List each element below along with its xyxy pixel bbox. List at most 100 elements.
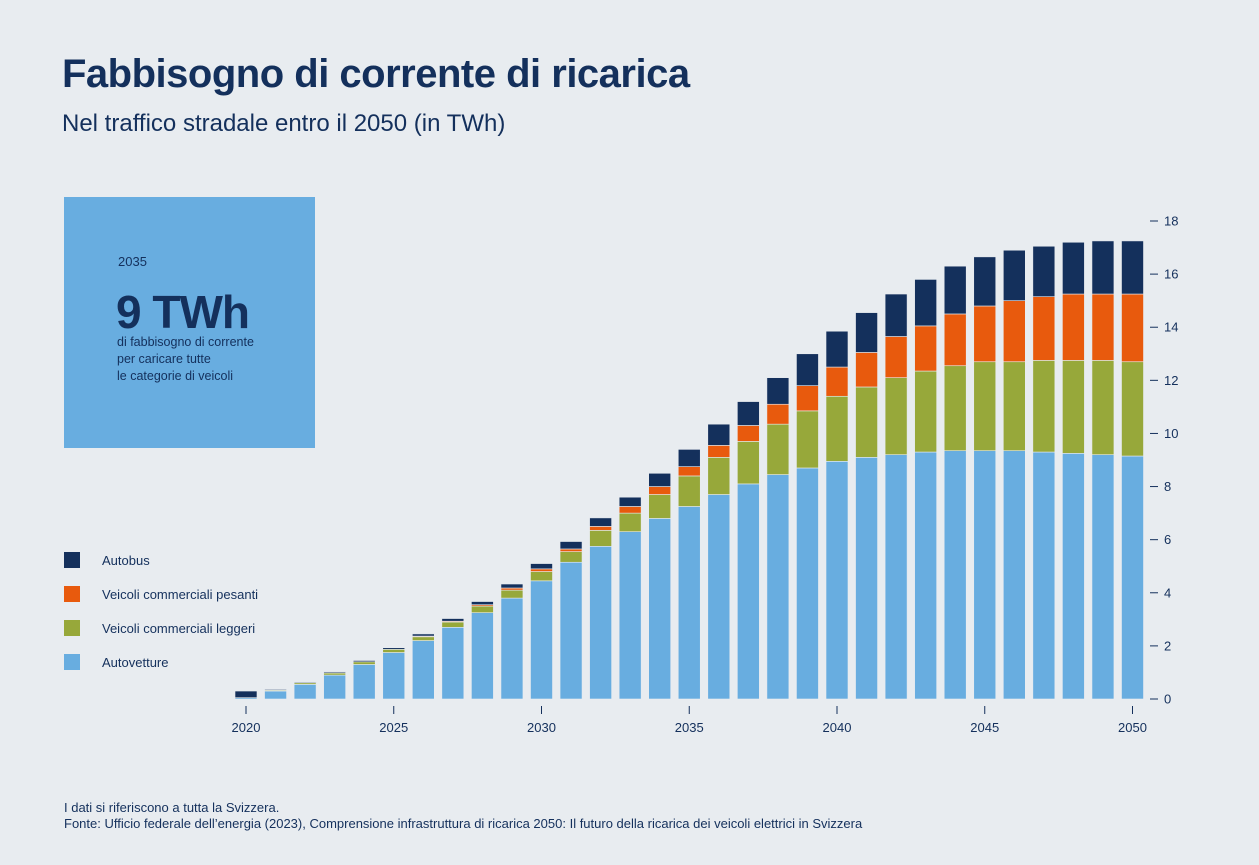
bar-segment	[855, 312, 878, 353]
y-tick-label: 6	[1164, 532, 1171, 547]
bar-segment	[855, 352, 878, 388]
x-tick-label: 2040	[823, 720, 852, 735]
bar-segment	[500, 597, 524, 700]
bar-segment	[1002, 249, 1026, 301]
bar-segment	[471, 601, 494, 606]
bar-segment	[973, 450, 997, 700]
callout-value: 9 TWh	[116, 286, 250, 338]
bar-segment	[589, 546, 612, 700]
bar-segment	[943, 313, 967, 367]
bar-segment	[973, 305, 997, 363]
bar-segment	[323, 674, 346, 700]
bar-segment	[1062, 360, 1085, 454]
bar-segment	[1002, 450, 1026, 700]
bar-segment	[1032, 245, 1056, 297]
y-tick-label: 14	[1164, 320, 1178, 335]
bar-segment	[559, 548, 583, 552]
y-tick-label: 0	[1164, 692, 1171, 707]
x-tick-label: 2045	[970, 720, 999, 735]
y-tick-label: 12	[1164, 373, 1178, 388]
y-tick-label: 16	[1164, 267, 1178, 282]
bar-segment	[707, 445, 731, 458]
callout-text-line: le categorie di veicoli	[117, 369, 234, 383]
footnote: I dati si riferiscono a tutta la Svizzer…	[64, 800, 862, 832]
bar-segment	[884, 454, 908, 700]
bar-segment	[825, 395, 849, 462]
bar-segment	[441, 621, 465, 628]
bar-segment	[264, 689, 287, 691]
x-tick-label: 2035	[675, 720, 704, 735]
y-tick-label: 2	[1164, 638, 1171, 653]
bar-segment	[855, 386, 878, 458]
bar-segment	[796, 410, 819, 469]
bar-segment	[1062, 453, 1085, 700]
bar-segment	[530, 580, 553, 700]
bar-segment	[914, 451, 937, 700]
bar-segment	[471, 605, 494, 613]
chart-subtitle: Nel traffico stradale entro il 2050 (in …	[62, 110, 506, 137]
bar-segment	[323, 671, 346, 674]
bar-segment	[293, 684, 317, 700]
legend-label: Veicoli commerciali leggeri	[102, 621, 256, 636]
bar-segment	[234, 690, 258, 698]
footnote-source: Fonte: Ufficio federale dell’energia (20…	[64, 816, 863, 831]
bar-segment	[943, 450, 967, 700]
x-tick-label: 2020	[232, 720, 261, 735]
legend-swatch	[64, 552, 80, 568]
chart-title: Fabbisogno di corrente di ricarica	[62, 52, 690, 96]
callout-text-line: di fabbisogno di corrente	[117, 335, 254, 349]
bar-segment	[973, 361, 997, 452]
legend-label: Veicoli commerciali pesanti	[102, 587, 259, 602]
legend-label: Autovetture	[102, 655, 169, 670]
bar-segment	[677, 506, 701, 700]
callout-year: 2035	[118, 254, 147, 269]
bar-segment	[559, 551, 583, 563]
bar-segment	[264, 690, 287, 700]
bar-segment	[1032, 360, 1056, 453]
bar-segment	[1121, 240, 1144, 295]
x-tick-label: 2025	[379, 720, 408, 735]
bar-segment	[1032, 451, 1056, 700]
bar-segment	[796, 467, 819, 700]
legend-label: Autobus	[102, 553, 150, 568]
bar-segment	[914, 370, 937, 453]
bar-segment	[1091, 240, 1115, 295]
bar-segment	[648, 472, 672, 487]
bar-segment	[648, 518, 672, 700]
bar-segment	[352, 660, 376, 663]
bar-segment	[471, 612, 494, 700]
bar-segment	[825, 330, 849, 368]
bar-segment	[677, 449, 701, 467]
bar-segment	[500, 583, 524, 589]
y-tick-label: 4	[1164, 585, 1171, 600]
bar-segment	[382, 649, 406, 653]
bar-segment	[737, 425, 760, 442]
bar-segment	[737, 441, 760, 485]
bar-segment	[323, 672, 346, 676]
bar-segment	[441, 618, 465, 622]
bar-segment	[1091, 293, 1115, 361]
bar-segment	[1032, 296, 1056, 361]
bar-segment	[352, 664, 376, 700]
bar-segment	[796, 353, 819, 386]
bar-segment	[943, 365, 967, 452]
bar-segment	[1091, 454, 1115, 700]
bar-segment	[973, 256, 997, 307]
bar-segment	[766, 377, 790, 405]
bar-segment	[559, 561, 583, 700]
bar-segment	[707, 423, 731, 446]
bar-segment	[618, 531, 642, 700]
bar-segment	[707, 457, 731, 495]
bar-segment	[825, 461, 849, 700]
bar-segment	[1002, 300, 1026, 363]
bar-segment	[589, 530, 612, 547]
bar-segment	[411, 633, 435, 637]
bar-segment	[411, 640, 435, 700]
bar-segment	[1121, 455, 1144, 700]
bar-segment	[884, 293, 908, 337]
bar-segment	[825, 366, 849, 397]
bar-segment	[737, 401, 760, 426]
bar-segment	[766, 423, 790, 475]
bar-segment	[500, 589, 524, 599]
